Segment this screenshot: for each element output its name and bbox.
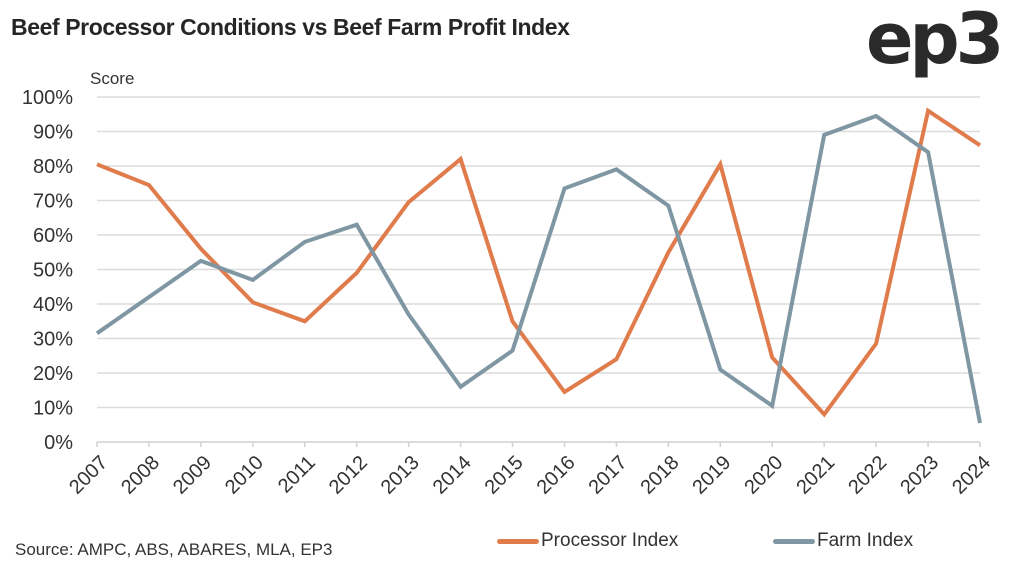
x-tick-label: 2010 <box>221 452 268 499</box>
y-tick-label: 100% <box>22 87 73 109</box>
y-tick-label: 20% <box>33 363 73 385</box>
y-tick-label: 40% <box>33 294 73 316</box>
y-axis-ticks: 0% 10% 20% 30% 40% 50% 60% 70% 80% 90% 100% <box>22 87 73 454</box>
x-tick-label: 2021 <box>792 452 839 499</box>
gridlines <box>97 96 980 409</box>
x-tick-label: 2022 <box>844 452 891 499</box>
farm-swatch <box>773 538 815 544</box>
legend-label-processor: Processor Index <box>541 530 679 551</box>
series-lines <box>95 107 982 424</box>
series-line-processor-index <box>96 107 982 418</box>
series-line-farm-index <box>95 113 982 424</box>
x-tick-label: 2020 <box>740 452 787 499</box>
x-tick-label: 2013 <box>377 452 424 499</box>
y-tick-label: 50% <box>33 260 73 282</box>
x-tick-label: 2023 <box>896 452 943 499</box>
x-tick-label: 2017 <box>585 452 632 499</box>
x-axis: 2007 2008 2009 2010 2011 2012 2013 2014 2015 2016… <box>65 441 995 499</box>
x-tick-label: 2009 <box>169 452 216 499</box>
legend-label-farm: Farm Index <box>817 530 914 551</box>
x-tick-label: 2024 <box>948 452 995 499</box>
x-tick-label: 2007 <box>65 452 112 499</box>
x-tick-label: 2019 <box>688 452 735 499</box>
x-tick-label: 2014 <box>429 452 476 499</box>
y-tick-label: 10% <box>33 398 73 420</box>
legend-item-processor: Processor Index <box>497 530 678 552</box>
y-tick-label: 90% <box>33 122 73 144</box>
chart-title: Beef Processor Conditions vs Beef Farm P… <box>11 14 570 40</box>
x-tick-label: 2015 <box>481 452 528 499</box>
processor-swatch <box>497 538 539 544</box>
y-tick-label: 30% <box>33 329 73 351</box>
x-tick-label: 2012 <box>325 452 372 499</box>
x-tick-label: 2016 <box>533 452 580 499</box>
source-note: Source: AMPC, ABS, ABARES, MLA, EP3 <box>15 540 333 559</box>
y-tick-label: 60% <box>33 225 73 247</box>
x-tick-label: 2008 <box>117 452 164 499</box>
y-tick-label: 0% <box>44 432 73 454</box>
legend-item-farm: Farm Index <box>773 530 913 552</box>
y-tick-label: 70% <box>33 191 73 213</box>
y-axis-label: Score <box>90 69 135 88</box>
x-tick-label: 2018 <box>636 452 683 499</box>
x-tick-label: 2011 <box>274 452 320 498</box>
ep3-logo: ep3 <box>866 0 1004 80</box>
y-tick-label: 80% <box>33 156 73 178</box>
